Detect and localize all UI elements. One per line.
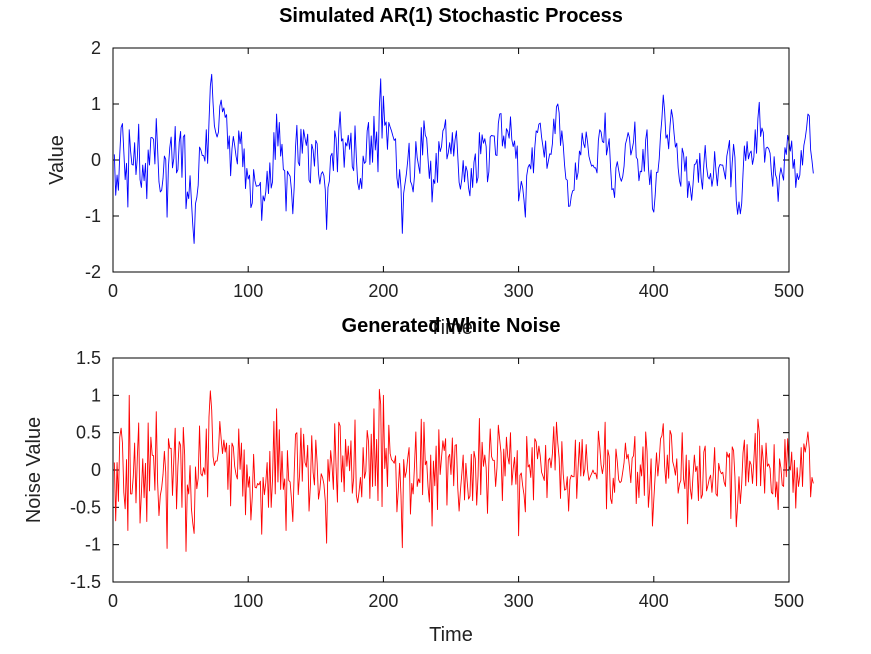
noise-y-ticks: 1.5 1 0.5 0 -0.5 -1 -1.5 bbox=[70, 348, 789, 592]
ar1-process-panel: Simulated AR(1) Stochastic Process 0 100 2… bbox=[46, 5, 814, 339]
ar1-y-tick-label: 2 bbox=[91, 38, 101, 58]
ar1-y-tick-label: -2 bbox=[85, 262, 101, 282]
noise-x-tick-label: 100 bbox=[233, 591, 263, 611]
noise-y-tick-label: 1 bbox=[91, 385, 101, 405]
ar1-x-tick-label: 100 bbox=[233, 281, 263, 301]
noise-y-tick-label: -0.5 bbox=[70, 497, 101, 517]
ar1-y-tick-label: -1 bbox=[85, 206, 101, 226]
ar1-plot-frame bbox=[112, 47, 790, 273]
noise-y-tick-label: -1.5 bbox=[70, 572, 101, 592]
ar1-y-tick-label: 1 bbox=[91, 94, 101, 114]
noise-x-tick-label: 400 bbox=[639, 591, 669, 611]
noise-series-line bbox=[113, 388, 814, 552]
noise-x-tick-label: 500 bbox=[774, 591, 804, 611]
ar1-y-tick-label: 0 bbox=[91, 150, 101, 170]
noise-x-ticks: 0 100 200 300 400 500 bbox=[108, 358, 804, 611]
noise-x-tick-label: 0 bbox=[108, 591, 118, 611]
noise-x-tick-label: 300 bbox=[504, 591, 534, 611]
ar1-x-tick-label: 300 bbox=[504, 281, 534, 301]
noise-y-tick-label: 0.5 bbox=[76, 423, 101, 443]
noise-x-tick-label: 200 bbox=[368, 591, 398, 611]
noise-x-axis-label: Time bbox=[429, 624, 473, 646]
ar1-x-tick-label: 200 bbox=[368, 281, 398, 301]
white-noise-panel: Generated White Noise 0 100 200 300 400 500 1… bbox=[23, 315, 814, 646]
noise-y-tick-label: 1.5 bbox=[76, 348, 101, 368]
noise-y-tick-label: -1 bbox=[85, 535, 101, 555]
ar1-x-tick-label: 0 bbox=[108, 281, 118, 301]
ar1-chart-title: Simulated AR(1) Stochastic Process bbox=[279, 5, 623, 27]
noise-plot-frame bbox=[112, 357, 790, 583]
noise-y-tick-label: 0 bbox=[91, 460, 101, 480]
ar1-x-tick-label: 500 bbox=[774, 281, 804, 301]
noise-chart-title: Generated White Noise bbox=[342, 315, 561, 337]
noise-y-axis-label: Noise Value bbox=[23, 417, 45, 523]
ar1-x-axis-label: Time bbox=[429, 317, 473, 339]
ar1-series-line bbox=[113, 73, 814, 244]
ar1-y-axis-label: Value bbox=[46, 135, 68, 185]
ar1-x-tick-label: 400 bbox=[639, 281, 669, 301]
